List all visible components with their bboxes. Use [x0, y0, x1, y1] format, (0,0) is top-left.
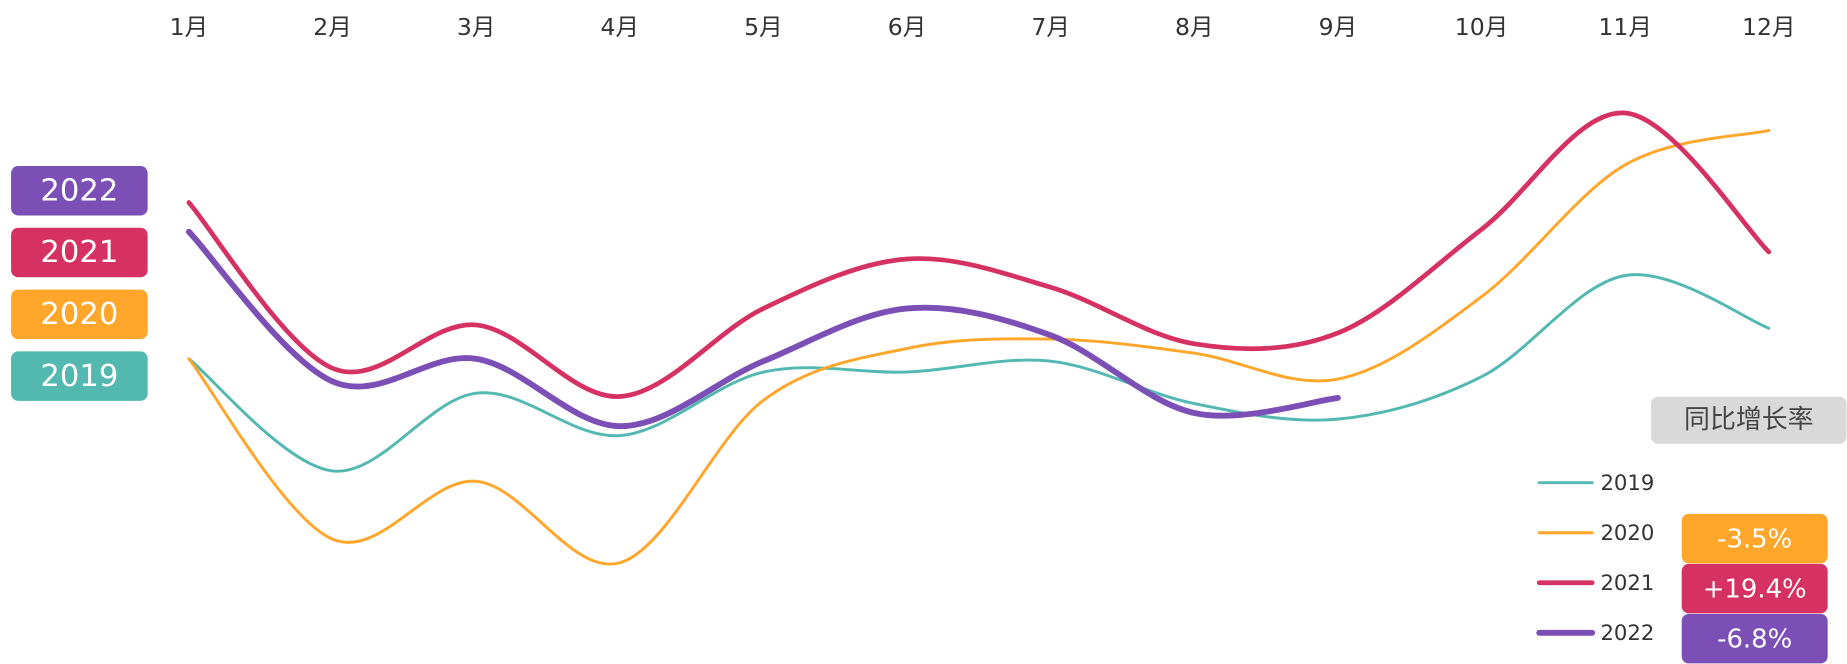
year-badge — [11, 351, 148, 401]
series-line — [187, 128, 1771, 566]
x-tick-label: 7月 — [1031, 13, 1070, 41]
series-line — [186, 110, 1772, 399]
year-badge-label: 2022 — [40, 173, 118, 208]
year-badge-label: 2020 — [40, 297, 118, 332]
growth-title: 同比增长率 — [1684, 405, 1813, 435]
legend-label: 2021 — [1600, 570, 1654, 595]
year-badge-label: 2021 — [40, 235, 118, 270]
series-line — [185, 228, 1341, 430]
x-tick-label: 2月 — [313, 13, 352, 41]
year-badge — [11, 289, 148, 340]
x-tick-label: 5月 — [744, 13, 783, 41]
legend-label: 2019 — [1600, 470, 1654, 495]
year-badge-label: 2019 — [40, 359, 118, 394]
year-badge — [11, 227, 148, 278]
growth-badge — [1681, 513, 1828, 564]
series-line — [187, 273, 1771, 473]
growth-label: +19.4% — [1703, 574, 1807, 604]
growth-label: -3.5% — [1717, 524, 1792, 554]
growth-badge — [1681, 563, 1828, 614]
x-tick-label: 1月 — [170, 13, 209, 41]
x-tick-label: 3月 — [457, 13, 496, 41]
x-tick-label: 10月 — [1455, 13, 1508, 41]
growth-badge — [1681, 613, 1828, 664]
x-tick-label: 8月 — [1175, 13, 1214, 41]
x-tick-label: 9月 — [1319, 13, 1358, 41]
x-tick-label: 11月 — [1598, 13, 1651, 41]
growth-title-box — [1651, 396, 1847, 444]
growth-label: -6.8% — [1717, 624, 1792, 654]
legend-label: 2022 — [1600, 620, 1654, 645]
x-tick-label: 6月 — [888, 13, 927, 41]
x-tick-label: 4月 — [600, 13, 639, 41]
year-badge — [11, 166, 148, 216]
legend-label: 2020 — [1600, 520, 1654, 545]
x-tick-label: 12月 — [1742, 13, 1795, 41]
